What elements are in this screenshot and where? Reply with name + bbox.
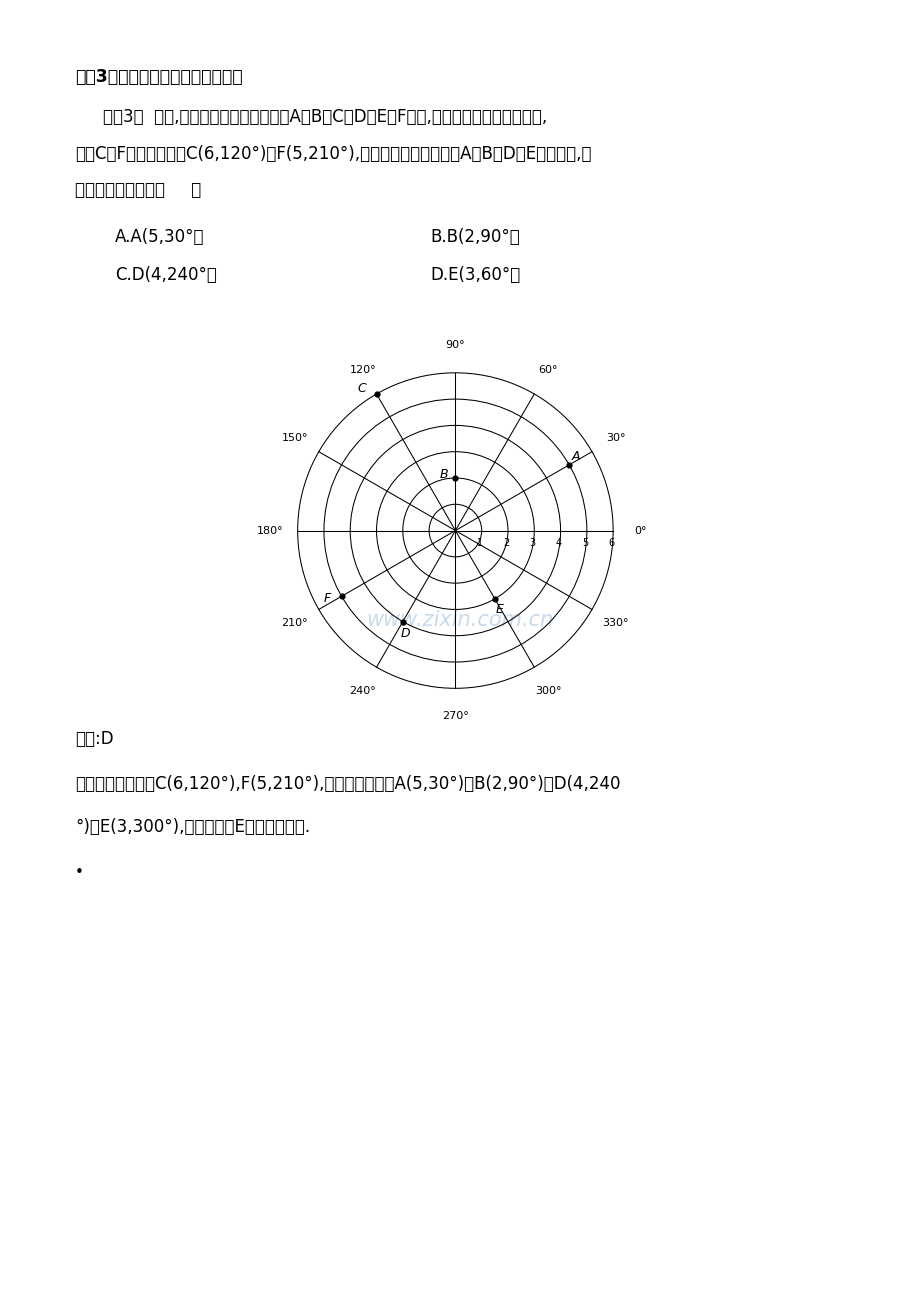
Text: 330°: 330°: [602, 618, 629, 629]
Text: 4: 4: [555, 538, 562, 548]
Text: 【外3】  如图,雷达探测器测得六个目标A、B、C、D、E、F出现,按照规定的目标表示方法,: 【外3】 如图,雷达探测器测得六个目标A、B、C、D、E、F出现,按照规定的目标…: [103, 108, 547, 126]
Text: 210°: 210°: [281, 618, 308, 629]
Text: 2: 2: [503, 538, 509, 548]
Text: B.B(2,90°）: B.B(2,90°）: [429, 228, 519, 246]
Text: 1: 1: [476, 538, 482, 548]
Text: www.zixin.com.cn: www.zixin.com.cn: [366, 611, 553, 630]
Text: 3: 3: [528, 538, 535, 548]
Text: 240°: 240°: [349, 686, 376, 697]
Text: D: D: [400, 628, 410, 641]
Text: 60°: 60°: [538, 365, 557, 375]
Text: 答案:D: 答案:D: [75, 730, 114, 749]
Text: 180°: 180°: [256, 526, 283, 535]
Text: 120°: 120°: [349, 365, 376, 375]
Text: 点拨：由题意可知C(6,120°),F(5,210°),依据此规律可知A(5,30°)、B(2,90°)、D(4,240: 点拨：由题意可知C(6,120°),F(5,210°),依据此规律可知A(5,3…: [75, 775, 619, 793]
Text: 中表示不正确的是（     ）: 中表示不正确的是（ ）: [75, 181, 201, 199]
Text: 考点3：利用方位角确定物体的位置: 考点3：利用方位角确定物体的位置: [75, 68, 243, 86]
Text: •: •: [75, 865, 84, 880]
Text: D.E(3,60°）: D.E(3,60°）: [429, 266, 519, 284]
Text: A: A: [571, 450, 580, 464]
Text: 0°: 0°: [634, 526, 646, 535]
Text: 150°: 150°: [281, 432, 308, 443]
Text: B: B: [438, 467, 448, 480]
Text: 目标C、F的位置表示为C(6,120°)、F(5,210°),按照此方法在表示目标A、B、D、E的位置时,其: 目标C、F的位置表示为C(6,120°)、F(5,210°),按照此方法在表示目…: [75, 145, 591, 163]
Text: 5: 5: [581, 538, 587, 548]
Text: E: E: [495, 603, 504, 616]
Text: 30°: 30°: [606, 432, 625, 443]
Text: C: C: [357, 383, 366, 396]
Text: A.A(5,30°）: A.A(5,30°）: [115, 228, 204, 246]
Text: 90°: 90°: [445, 340, 465, 350]
Text: 6: 6: [607, 538, 614, 548]
Text: C.D(4,240°）: C.D(4,240°）: [115, 266, 217, 284]
Text: F: F: [323, 592, 330, 605]
Text: 270°: 270°: [441, 711, 469, 721]
Text: °)、E(3,300°),不正确的是E点的表示方法.: °)、E(3,300°),不正确的是E点的表示方法.: [75, 818, 310, 836]
Text: 300°: 300°: [534, 686, 561, 697]
